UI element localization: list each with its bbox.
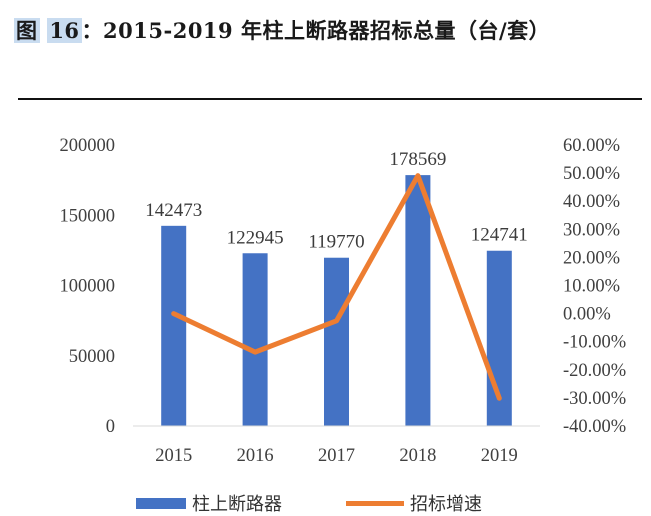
line-series [171,173,502,401]
y-right-tick-label: 20.00% [563,248,620,268]
x-tick-label: 2016 [237,446,274,466]
y-right-tick-label: -40.00% [563,417,626,437]
x-axis: 2015 2016 2017 2018 2019 [133,425,540,466]
x-tick-label: 2019 [481,446,518,466]
x-tick-label: 2015 [155,446,192,466]
y-axis-left: 0 50000 100000 150000 200000 [60,136,116,437]
bar-2018 [405,175,431,426]
bar-2016 [242,253,268,426]
legend-bar-swatch [136,498,186,509]
y-left-tick-label: 200000 [60,136,116,156]
growth-line [171,173,502,401]
caption-text: ：2015-2019 年柱上断路器招标总量（台/套） [81,18,551,43]
bar-2015 [161,225,187,426]
y-right-tick-label: 0.00% [563,305,611,325]
y-left-tick-label: 100000 [60,277,116,297]
bar-series [161,175,512,426]
legend[interactable]: 柱上断路器 招标增速 [136,494,482,515]
x-tick-label: 2018 [399,446,436,466]
y-right-tick-label: 60.00% [563,136,620,156]
y-axis-right: -40.00% -30.00% -20.00% -10.00% 0.00% 10.00% 2… [563,136,626,437]
y-left-tick-label: 150000 [60,206,116,226]
y-left-tick-label: 0 [106,417,115,437]
y-right-tick-label: -10.00% [563,333,626,353]
y-right-tick-label: 30.00% [563,220,620,240]
bar-data-label: 122945 [227,227,284,248]
bar-2017 [324,257,349,426]
data-labels: 142473 122945 119770 178569 124741 [145,149,528,253]
x-tick-label: 2017 [318,446,355,466]
y-left-tick-label: 50000 [69,347,115,367]
legend-line-label[interactable]: 招标增速 [410,494,482,515]
bar-data-label: 124741 [471,225,528,246]
y-right-tick-label: -30.00% [563,389,626,409]
y-right-tick-label: 40.00% [563,192,620,212]
y-right-tick-label: -20.00% [563,361,626,381]
bar-data-label: 178569 [389,149,446,170]
caption-prefix: 图 [14,18,40,43]
bar-data-label: 119770 [308,232,364,253]
chart-caption: 图 16：2015-2019 年柱上断路器招标总量（台/套） [14,14,550,48]
caption-number: 16 [47,18,82,43]
legend-bar-label[interactable]: 柱上断路器 [192,494,282,515]
y-right-tick-label: 10.00% [563,277,620,297]
y-right-tick-label: 50.00% [563,164,620,184]
caption-divider [18,98,642,100]
bar-data-label: 142473 [145,200,202,221]
